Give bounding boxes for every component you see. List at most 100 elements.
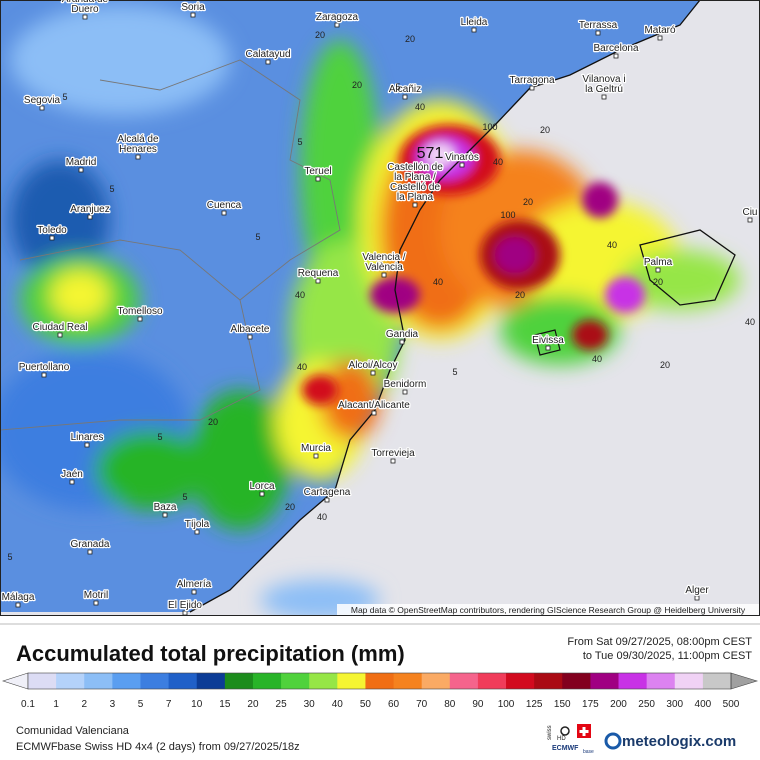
city-dot — [162, 512, 168, 518]
city-dot — [84, 442, 90, 448]
colorbar-swatch — [477, 673, 507, 689]
city-label: Lorca — [249, 481, 274, 492]
contour-label: 5 — [255, 232, 260, 242]
city-dot — [459, 162, 465, 168]
contour-label: 40 — [295, 290, 305, 300]
colorbar-tick-label: 70 — [416, 699, 428, 710]
colorbar-swatch — [534, 673, 563, 689]
colorbar-swatch — [112, 673, 141, 689]
colorbar-tick-label: 3 — [110, 699, 116, 710]
city-dot — [190, 12, 196, 18]
colorbar-swatch — [252, 673, 282, 689]
city-label: Castellón de la Plana / Castelló de la Plan… — [387, 162, 443, 203]
badge-swiss: swiss — [547, 725, 553, 740]
city-label: Calatayud — [245, 49, 290, 60]
city-label: Albacete — [231, 324, 270, 335]
city-dot — [78, 167, 84, 173]
colorbar-swatch — [393, 673, 423, 689]
city-dot — [402, 94, 408, 100]
city-dot — [315, 278, 321, 284]
city-dot — [399, 339, 405, 345]
city-label: Zaragoza — [316, 12, 359, 23]
colorbar-swatch — [365, 673, 395, 689]
colorbar-tick-label: 2 — [81, 699, 87, 710]
contour-label: 40 — [493, 157, 503, 167]
city-dot — [595, 30, 601, 36]
city-dot — [529, 85, 535, 91]
contour-label: 5 — [452, 367, 457, 377]
city-label: Alcalá de Henares — [117, 134, 159, 155]
colorbar-right-arrow — [730, 672, 759, 690]
colorbar-swatch — [281, 673, 310, 689]
city-label: Alger — [685, 585, 709, 596]
colorbar-frame — [27, 672, 732, 690]
city-dot — [747, 217, 753, 223]
city-dot — [655, 267, 661, 273]
city-label: Ciudad Real — [32, 322, 87, 333]
colorbar-swatch — [421, 673, 451, 689]
swiss-cross — [579, 727, 589, 736]
city-dot — [82, 14, 88, 20]
colorbar-tick-label: 15 — [219, 699, 231, 710]
contour-label: 20 — [515, 290, 525, 300]
city-label: Madrid — [66, 157, 97, 168]
contour-label: 40 — [607, 240, 617, 250]
city-label: Segovia — [24, 95, 61, 106]
colorbar-tick-label: 500 — [723, 699, 740, 710]
city-label: Puertollano — [19, 362, 70, 373]
city-label: Vilanova i la Geltrú — [582, 74, 625, 95]
colorbar-tick-label: 100 — [498, 699, 515, 710]
colorbar-tick-label: 0.1 — [21, 699, 35, 710]
city-label: Valencia / València — [362, 252, 405, 273]
city-label: Tomelloso — [117, 306, 162, 317]
colorbar-tick-label: 200 — [610, 699, 627, 710]
city-dot — [371, 410, 377, 416]
colorbar-tick-label: 125 — [526, 699, 543, 710]
city-dot — [41, 372, 47, 378]
city-label: Terrassa — [579, 20, 618, 31]
colorbar-swatch — [449, 673, 479, 689]
colorbar-tick-label: 90 — [472, 699, 484, 710]
contour-label: 20 — [540, 125, 550, 135]
city-dot — [324, 497, 330, 503]
contour-label: 100 — [500, 210, 515, 220]
city-dot — [412, 202, 418, 208]
contour-label: 5 — [157, 432, 162, 442]
contour-label: 20 — [352, 80, 362, 90]
city-label: Gandia — [386, 329, 419, 340]
badge-lens — [560, 726, 570, 736]
legend-title: Accumulated total precipitation (mm) — [16, 641, 405, 666]
city-dot — [247, 334, 253, 340]
city-dot — [182, 610, 188, 616]
city-label: Granada — [71, 539, 110, 550]
city-label: Linares — [71, 432, 104, 443]
contour-label: 5 — [109, 184, 114, 194]
city-dot — [471, 27, 477, 33]
city-label: Cuenca — [207, 200, 242, 211]
city-label: Aranjuez — [70, 204, 109, 215]
contour-label: 5 — [62, 92, 67, 102]
city-dot — [39, 105, 45, 111]
contour-label: 40 — [745, 317, 755, 327]
city-label: Tarragona — [509, 75, 554, 86]
colorbar-tick-label: 175 — [582, 699, 599, 710]
period-line: to Tue 09/30/2025, 11:00pm CEST — [583, 650, 752, 662]
colorbar-swatch — [309, 673, 338, 689]
colorbar-swatch — [140, 673, 170, 689]
city-label: Murcia — [301, 443, 331, 454]
city-dot — [191, 589, 197, 595]
city-dot — [315, 176, 321, 182]
city-dot — [15, 602, 21, 608]
city-dot — [657, 35, 663, 41]
contour-label: 40 — [297, 362, 307, 372]
city-label: Motril — [84, 590, 108, 601]
city-label: Requena — [298, 268, 339, 279]
city-dot — [694, 595, 700, 601]
contour-label: 20 — [315, 30, 325, 40]
model: ECMWFbase Swiss HD 4x4 (2 days) from 09/… — [16, 741, 300, 753]
city-label: Teruel — [304, 166, 331, 177]
contour-label: 5 — [395, 82, 400, 92]
brand-logo — [604, 732, 622, 750]
city-label: Toledo — [37, 225, 67, 236]
contour-label: 20 — [208, 417, 218, 427]
